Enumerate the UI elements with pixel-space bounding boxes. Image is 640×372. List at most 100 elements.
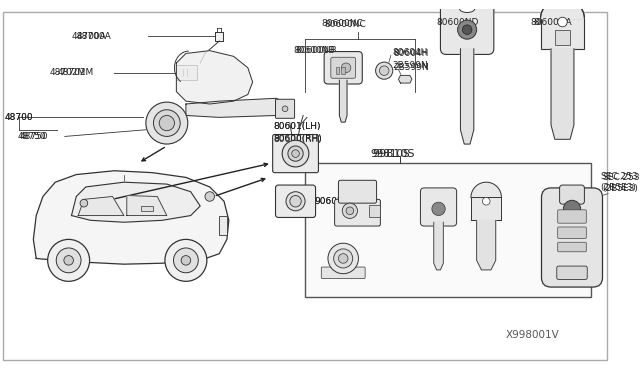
Circle shape <box>432 202 445 215</box>
Bar <box>341 67 345 74</box>
Text: 48750: 48750 <box>17 132 46 141</box>
FancyBboxPatch shape <box>541 188 602 287</box>
Circle shape <box>341 63 351 73</box>
Polygon shape <box>399 76 412 83</box>
Circle shape <box>462 25 472 35</box>
Text: 80600NC: 80600NC <box>324 20 366 29</box>
Circle shape <box>205 192 214 201</box>
Circle shape <box>483 198 490 205</box>
Text: 90602: 90602 <box>315 197 343 206</box>
Bar <box>471 198 502 220</box>
FancyBboxPatch shape <box>331 57 356 78</box>
Text: 80600NB: 80600NB <box>294 46 335 55</box>
Circle shape <box>165 240 207 281</box>
Polygon shape <box>551 49 574 139</box>
Polygon shape <box>477 220 496 270</box>
FancyBboxPatch shape <box>324 52 362 84</box>
FancyBboxPatch shape <box>440 0 494 54</box>
FancyBboxPatch shape <box>335 199 380 226</box>
FancyBboxPatch shape <box>557 242 586 252</box>
Bar <box>305 163 591 296</box>
Polygon shape <box>127 196 167 215</box>
Circle shape <box>557 17 567 27</box>
Polygon shape <box>471 182 502 198</box>
Text: 80600NA: 80600NA <box>534 17 575 26</box>
Circle shape <box>376 62 393 79</box>
Text: SEC.253: SEC.253 <box>602 173 640 182</box>
Circle shape <box>282 106 288 112</box>
Bar <box>177 65 197 80</box>
FancyBboxPatch shape <box>420 188 457 226</box>
Polygon shape <box>434 222 444 270</box>
Ellipse shape <box>460 5 475 13</box>
Text: 99810S: 99810S <box>370 148 410 158</box>
Text: 80600NB: 80600NB <box>296 46 337 55</box>
FancyBboxPatch shape <box>321 267 365 279</box>
Text: 2B599N: 2B599N <box>393 61 429 70</box>
Circle shape <box>342 203 358 218</box>
Circle shape <box>292 150 300 157</box>
Text: 99810S: 99810S <box>372 148 414 158</box>
Circle shape <box>47 240 90 281</box>
Text: X998001V: X998001V <box>505 330 559 340</box>
Polygon shape <box>460 49 474 144</box>
Polygon shape <box>72 182 200 222</box>
Text: 90602: 90602 <box>315 197 343 206</box>
Bar <box>220 215 227 235</box>
Circle shape <box>80 199 88 207</box>
Circle shape <box>159 115 175 131</box>
Text: (2B5E3): (2B5E3) <box>602 185 638 193</box>
FancyBboxPatch shape <box>557 266 588 279</box>
Text: 80600(RH): 80600(RH) <box>274 135 323 144</box>
FancyBboxPatch shape <box>339 180 376 203</box>
Text: 48700A: 48700A <box>72 32 106 41</box>
Text: 48702M: 48702M <box>57 68 93 77</box>
Polygon shape <box>339 80 347 122</box>
Circle shape <box>173 248 198 273</box>
Text: 80600ND: 80600ND <box>438 17 481 26</box>
Text: 80601(LH): 80601(LH) <box>274 122 321 131</box>
Circle shape <box>146 102 188 144</box>
Circle shape <box>290 196 301 207</box>
Polygon shape <box>177 51 253 104</box>
Circle shape <box>286 192 305 211</box>
Text: SEC.253: SEC.253 <box>600 172 638 181</box>
Text: 48702M: 48702M <box>49 68 86 77</box>
Text: 48750: 48750 <box>19 132 48 141</box>
Text: 80604H: 80604H <box>394 49 429 58</box>
Bar <box>555 30 570 45</box>
Bar <box>541 18 584 49</box>
Text: 48700A: 48700A <box>76 32 111 41</box>
Circle shape <box>458 20 477 39</box>
Polygon shape <box>78 196 124 215</box>
Text: 48700: 48700 <box>4 113 33 122</box>
Polygon shape <box>216 32 223 41</box>
Circle shape <box>563 200 580 218</box>
Text: 1: 1 <box>291 197 296 206</box>
FancyBboxPatch shape <box>273 135 319 173</box>
FancyBboxPatch shape <box>557 210 586 223</box>
Text: 80604H: 80604H <box>393 48 428 57</box>
Circle shape <box>64 256 74 265</box>
Circle shape <box>282 140 309 167</box>
Text: 80600NC: 80600NC <box>321 19 363 28</box>
Polygon shape <box>541 0 584 18</box>
FancyBboxPatch shape <box>557 227 586 238</box>
Text: 2B599N: 2B599N <box>394 63 429 72</box>
FancyBboxPatch shape <box>559 185 584 204</box>
Circle shape <box>181 256 191 265</box>
Circle shape <box>380 66 389 76</box>
Circle shape <box>333 249 353 268</box>
Text: 80600ND: 80600ND <box>436 17 479 26</box>
Text: 80601(LH): 80601(LH) <box>274 122 321 131</box>
Text: (2B5E3): (2B5E3) <box>600 183 636 192</box>
Text: 80600NA: 80600NA <box>530 17 572 26</box>
Bar <box>141 206 152 211</box>
Circle shape <box>56 248 81 273</box>
Bar <box>369 205 380 217</box>
FancyBboxPatch shape <box>275 185 316 218</box>
Circle shape <box>288 146 303 161</box>
FancyBboxPatch shape <box>275 99 294 118</box>
Text: 80600(RH): 80600(RH) <box>274 134 323 143</box>
Circle shape <box>328 243 358 274</box>
